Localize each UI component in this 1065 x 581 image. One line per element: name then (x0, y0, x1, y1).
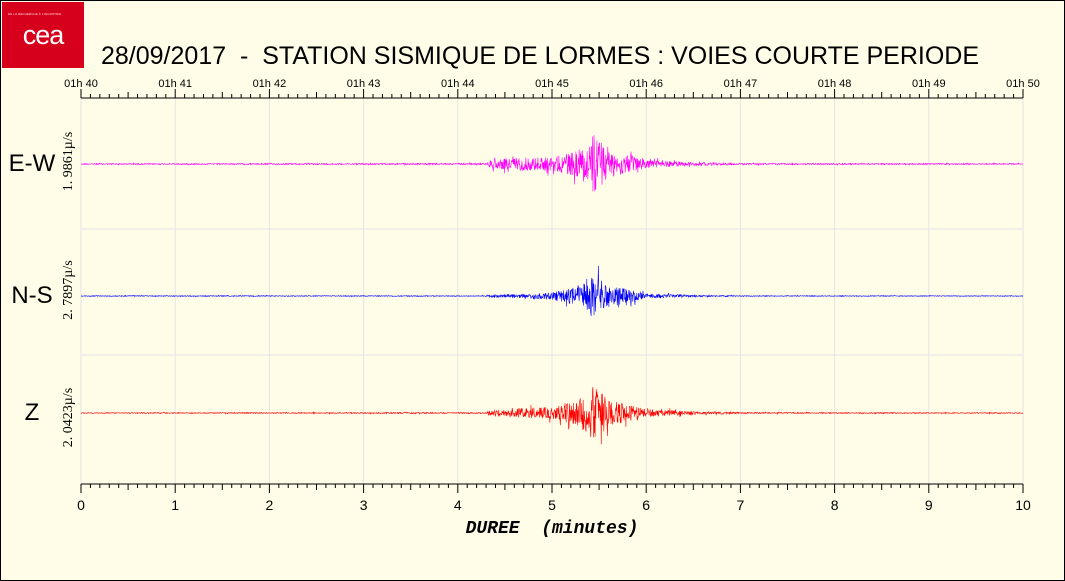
top-tick-label: 01h 41 (158, 78, 192, 90)
top-tick-label: 01h 40 (64, 78, 98, 90)
trace-z (80, 387, 1024, 445)
top-tick-label: 01h 45 (535, 78, 569, 90)
bottom-tick-label: 6 (642, 497, 650, 513)
bottom-tick-label: 2 (266, 497, 274, 513)
trace-ns (80, 265, 1024, 317)
bottom-tick-label: 7 (737, 497, 745, 513)
top-tick-label: 01h 44 (441, 78, 475, 90)
bottom-tick-label: 5 (548, 497, 556, 513)
bottom-tick-label: 8 (831, 497, 839, 513)
top-tick-label: 01h 46 (629, 78, 663, 90)
logo-tagline: DE LA RECHERCHE À L'INDUSTRIE (8, 12, 62, 16)
axis-layer (80, 89, 1024, 493)
scale-label: 2. 0423µ/s (61, 388, 76, 447)
trace-ew (80, 135, 1024, 192)
top-tick-label: 01h 47 (724, 78, 758, 90)
top-tick-label: 01h 43 (347, 78, 381, 90)
scale-label: 1. 9861µ/s (61, 132, 76, 191)
grid-layer (80, 98, 1024, 484)
bottom-tick-label: 0 (77, 497, 85, 513)
bottom-tick-label: 1 (171, 497, 179, 513)
x-axis-label: DUREE (minutes) (466, 519, 639, 539)
top-tick-label: 01h 50 (1006, 78, 1040, 90)
bottom-tick-label: 4 (454, 497, 462, 513)
label-layer: E-W 1. 9861µ/s N-S 2. 7897µ/s Z 2. 0423µ/s 01h… (9, 78, 1040, 539)
bottom-tick-label: 10 (1015, 497, 1031, 513)
top-tick-label: 01h 48 (818, 78, 852, 90)
top-tick-label: 01h 49 (912, 78, 946, 90)
cea-logo: DE LA RECHERCHE À L'INDUSTRIE cea (2, 2, 84, 68)
channel-label: Z (25, 399, 40, 426)
channel-label: E-W (9, 150, 56, 177)
bottom-tick-label: 9 (925, 497, 933, 513)
top-tick-label: 01h 42 (253, 78, 287, 90)
chart-title: 28/09/2017 - STATION SISMIQUE DE LORMES … (101, 42, 980, 70)
logo-text: cea (22, 20, 65, 50)
bottom-tick-label: 3 (360, 497, 368, 513)
channel-label: N-S (11, 282, 52, 309)
trace-layer (80, 135, 1024, 445)
scale-label: 2. 7897µ/s (61, 260, 76, 319)
